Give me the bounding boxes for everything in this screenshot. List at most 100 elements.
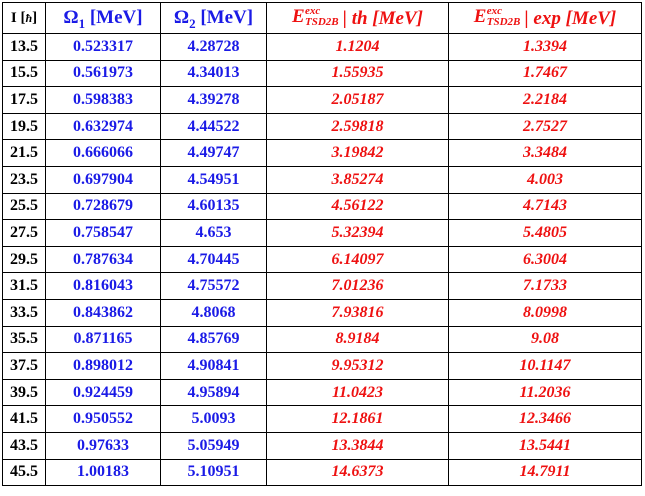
cell-omega1: 0.97633 bbox=[45, 431, 161, 460]
cell-omega2: 4.90841 bbox=[160, 352, 267, 380]
cell-energy-theory: 14.6373 bbox=[266, 458, 449, 487]
cell-spin: 41.5 bbox=[2, 405, 46, 433]
cell-spin: 17.5 bbox=[2, 86, 46, 114]
cell-energy-experiment: 6.3004 bbox=[448, 245, 642, 274]
cell-energy-theory: 2.59818 bbox=[266, 112, 449, 141]
header-omega1: Ω1 [MeV] bbox=[45, 2, 161, 34]
cell-spin: 29.5 bbox=[2, 245, 46, 274]
cell-omega2: 5.0093 bbox=[160, 405, 267, 433]
table-row: 35.5 0.871165 4.85769 8.9184 9.08 bbox=[2, 325, 642, 354]
cell-spin: 23.5 bbox=[2, 165, 46, 194]
header-spin-bracket-close: ] bbox=[32, 9, 38, 26]
cell-omega2: 4.60135 bbox=[160, 192, 267, 221]
cell-energy-theory: 11.0423 bbox=[266, 378, 449, 407]
header-spin-hbar: ħ bbox=[25, 10, 33, 25]
header-spin-label: I bbox=[10, 9, 17, 26]
cell-energy-experiment: 4.003 bbox=[448, 165, 642, 194]
cell-energy-experiment: 12.3466 bbox=[448, 405, 642, 433]
table-row: 37.5 0.898012 4.90841 9.95312 10.1147 bbox=[2, 352, 642, 380]
cell-spin: 25.5 bbox=[2, 192, 46, 221]
table-row: 41.5 0.950552 5.0093 12.1861 12.3466 bbox=[2, 405, 642, 433]
table-row: 17.5 0.598383 4.39278 2.05187 2.2184 bbox=[2, 86, 642, 114]
cell-energy-theory: 8.9184 bbox=[266, 325, 449, 354]
cell-omega1: 0.523317 bbox=[45, 33, 161, 61]
table-row: 43.5 0.97633 5.05949 13.3844 13.5441 bbox=[2, 431, 642, 460]
header-energy-theory-suffix: | th [MeV] bbox=[342, 8, 423, 29]
cell-energy-experiment: 1.7467 bbox=[448, 59, 642, 88]
table-row: 39.5 0.924459 4.95894 11.0423 11.2036 bbox=[2, 378, 642, 407]
cell-omega2: 4.75572 bbox=[160, 272, 267, 300]
cell-spin: 33.5 bbox=[2, 298, 46, 327]
cell-omega1: 0.697904 bbox=[45, 165, 161, 194]
cell-energy-theory: 2.05187 bbox=[266, 86, 449, 114]
cell-omega2: 5.05949 bbox=[160, 431, 267, 460]
cell-energy-theory: 1.1204 bbox=[266, 33, 449, 61]
header-omega2-unit: [MeV] bbox=[200, 7, 254, 28]
cell-energy-theory: 3.19842 bbox=[266, 139, 449, 167]
cell-spin: 13.5 bbox=[2, 33, 46, 61]
cell-omega2: 4.34013 bbox=[160, 59, 267, 88]
cell-omega2: 4.95894 bbox=[160, 378, 267, 407]
table-row: 29.5 0.787634 4.70445 6.14097 6.3004 bbox=[2, 245, 642, 274]
energy-symbol-th-letter: E bbox=[292, 6, 305, 27]
cell-omega1: 0.728679 bbox=[45, 192, 161, 221]
cell-energy-theory: 6.14097 bbox=[266, 245, 449, 274]
cell-energy-experiment: 1.3394 bbox=[448, 33, 642, 61]
table-row: 45.5 1.00183 5.10951 14.6373 14.7911 bbox=[2, 458, 642, 487]
energy-symbol-exp-superscript: exc bbox=[486, 5, 502, 17]
cell-energy-experiment: 13.5441 bbox=[448, 431, 642, 460]
cell-energy-theory: 7.93816 bbox=[266, 298, 449, 327]
header-spin-bracket-open: [ bbox=[20, 9, 26, 26]
cell-spin: 43.5 bbox=[2, 431, 46, 460]
cell-energy-experiment: 14.7911 bbox=[448, 458, 642, 487]
cell-energy-experiment: 11.2036 bbox=[448, 378, 642, 407]
cell-omega1: 0.787634 bbox=[45, 245, 161, 274]
cell-omega2: 4.653 bbox=[160, 219, 267, 247]
cell-omega1: 0.758547 bbox=[45, 219, 161, 247]
cell-spin: 19.5 bbox=[2, 112, 46, 141]
cell-omega2: 4.85769 bbox=[160, 325, 267, 354]
table-row: 27.5 0.758547 4.653 5.32394 5.4805 bbox=[2, 219, 642, 247]
header-omega2-subscript: 2 bbox=[189, 16, 196, 31]
energy-symbol-th-subscript: TSD2B bbox=[305, 16, 339, 28]
cell-energy-theory: 12.1861 bbox=[266, 405, 449, 433]
cell-spin: 27.5 bbox=[2, 219, 46, 247]
cell-energy-experiment: 3.3484 bbox=[448, 139, 642, 167]
table-row: 31.5 0.816043 4.75572 7.01236 7.1733 bbox=[2, 272, 642, 300]
cell-energy-theory: 3.85274 bbox=[266, 165, 449, 194]
cell-energy-experiment: 10.1147 bbox=[448, 352, 642, 380]
cell-energy-theory: 9.95312 bbox=[266, 352, 449, 380]
table-row: 19.5 0.632974 4.44522 2.59818 2.7527 bbox=[2, 112, 642, 141]
cell-energy-experiment: 4.7143 bbox=[448, 192, 642, 221]
cell-spin: 39.5 bbox=[2, 378, 46, 407]
cell-omega1: 0.924459 bbox=[45, 378, 161, 407]
cell-omega2: 4.49747 bbox=[160, 139, 267, 167]
cell-energy-theory: 1.55935 bbox=[266, 59, 449, 88]
cell-omega1: 0.871165 bbox=[45, 325, 161, 354]
cell-spin: 21.5 bbox=[2, 139, 46, 167]
header-omega2-symbol: Ω bbox=[173, 7, 190, 28]
cell-omega2: 5.10951 bbox=[160, 458, 267, 487]
energy-symbol-exp-subscript: TSD2B bbox=[486, 16, 521, 28]
table-row: 23.5 0.697904 4.54951 3.85274 4.003 bbox=[2, 165, 642, 194]
cell-omega1: 0.598383 bbox=[45, 86, 161, 114]
energy-symbol-exp-letter: E bbox=[473, 6, 487, 27]
cell-omega1: 0.561973 bbox=[45, 59, 161, 88]
cell-spin: 31.5 bbox=[2, 272, 46, 300]
cell-energy-experiment: 5.4805 bbox=[448, 219, 642, 247]
cell-omega1: 0.843862 bbox=[45, 298, 161, 327]
cell-energy-experiment: 2.7527 bbox=[448, 112, 642, 141]
cell-energy-experiment: 7.1733 bbox=[448, 272, 642, 300]
header-omega2: Ω2 [MeV] bbox=[160, 2, 267, 34]
header-omega1-subscript: 1 bbox=[78, 16, 86, 31]
cell-omega1: 0.950552 bbox=[45, 405, 161, 433]
cell-energy-experiment: 8.0998 bbox=[448, 298, 642, 327]
cell-omega2: 4.54951 bbox=[160, 165, 267, 194]
cell-omega1: 1.00183 bbox=[45, 458, 161, 487]
cell-omega2: 4.70445 bbox=[160, 245, 267, 274]
cell-omega1: 0.898012 bbox=[45, 352, 161, 380]
cell-energy-theory: 7.01236 bbox=[266, 272, 449, 300]
cell-energy-theory: 13.3844 bbox=[266, 431, 449, 460]
